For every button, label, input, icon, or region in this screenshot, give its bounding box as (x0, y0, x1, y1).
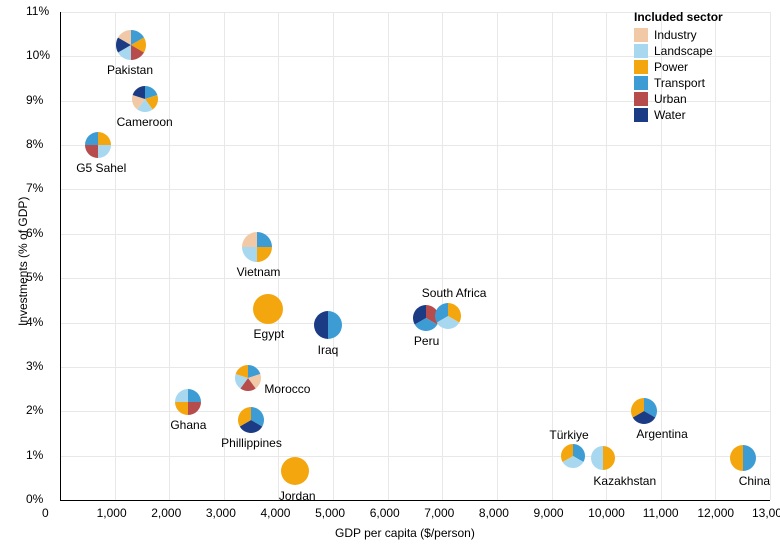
y-axis-title: Investments (% of GDP) (16, 197, 30, 326)
gridline-y (60, 456, 770, 457)
point-label: Vietnam (237, 265, 281, 279)
point-label: G5 Sahel (76, 161, 126, 175)
data-point-jordan (281, 457, 309, 485)
gridline-x (770, 12, 771, 500)
data-point-kazakhstan (591, 446, 615, 470)
data-point-south-africa (435, 303, 461, 329)
legend-label: Transport (654, 76, 705, 90)
y-tick-label: 2% (26, 403, 43, 417)
legend-item: Power (634, 60, 723, 74)
legend-item: Transport (634, 76, 723, 90)
x-tick-label: 13,000 (752, 506, 780, 520)
data-point-argentina (631, 398, 657, 424)
y-tick-label: 5% (26, 270, 43, 284)
legend-item: Industry (634, 28, 723, 42)
x-axis (60, 500, 770, 501)
gridline-x (442, 12, 443, 500)
y-tick-label: 10% (26, 48, 50, 62)
gridline-x (115, 12, 116, 500)
point-label: Peru (414, 334, 439, 348)
legend-label: Landscape (654, 44, 713, 58)
y-tick-label: 1% (26, 448, 43, 462)
x-tick-label: 6,000 (370, 506, 400, 520)
y-tick-label: 8% (26, 137, 43, 151)
gridline-y (60, 367, 770, 368)
data-point-türkiye (561, 444, 585, 468)
data-point-morocco (235, 365, 261, 391)
gridline-y (60, 411, 770, 412)
gridline-y (60, 278, 770, 279)
data-point-pakistan (116, 30, 146, 60)
legend-swatch (634, 44, 648, 58)
point-label: South Africa (422, 286, 487, 300)
y-tick-label: 11% (26, 4, 49, 18)
x-tick-label: 1,000 (97, 506, 127, 520)
x-tick-label: 0 (42, 506, 49, 520)
gridline-x (278, 12, 279, 500)
x-tick-label: 11,000 (643, 506, 679, 520)
legend-swatch (634, 28, 648, 42)
point-label: Argentina (636, 427, 687, 441)
y-tick-label: 0% (26, 492, 43, 506)
point-label: Phillippines (221, 436, 282, 450)
investments-vs-gdp-chart: Pakistan Cameroon G5 Sahel Vietnam Egypt Iraq… (0, 0, 780, 547)
gridline-x (224, 12, 225, 500)
x-tick-label: 4,000 (260, 506, 290, 520)
point-label: China (739, 474, 770, 488)
gridline-y (60, 234, 770, 235)
data-point-cameroon (132, 86, 158, 112)
point-label: Iraq (318, 343, 339, 357)
x-tick-label: 7,000 (424, 506, 454, 520)
data-point-egypt (253, 294, 283, 324)
point-label: Cameroon (117, 115, 173, 129)
gridline-x (606, 12, 607, 500)
legend-swatch (634, 76, 648, 90)
gridline-y (60, 189, 770, 190)
legend-label: Urban (654, 92, 687, 106)
x-tick-label: 5,000 (315, 506, 345, 520)
legend: Included sector Industry Landscape Power Tr… (634, 10, 723, 124)
point-label: Kazakhstan (593, 474, 656, 488)
legend-swatch (634, 108, 648, 122)
legend-item: Water (634, 108, 723, 122)
y-tick-label: 7% (26, 181, 43, 195)
point-label: Pakistan (107, 63, 153, 77)
gridline-x (497, 12, 498, 500)
data-point-phillippines (238, 407, 264, 433)
x-tick-label: 3,000 (206, 506, 236, 520)
legend-item: Landscape (634, 44, 723, 58)
gridline-x (333, 12, 334, 500)
y-tick-label: 4% (26, 315, 43, 329)
data-point-iraq (314, 311, 342, 339)
point-label: Egypt (254, 327, 285, 341)
legend-swatch (634, 60, 648, 74)
x-axis-title: GDP per capita ($/person) (335, 526, 475, 540)
data-point-ghana (175, 389, 201, 415)
data-point-china (730, 445, 756, 471)
point-label: Morocco (264, 382, 310, 396)
x-tick-label: 2,000 (151, 506, 181, 520)
legend-title: Included sector (634, 10, 723, 24)
data-point-vietnam (242, 232, 272, 262)
point-label: Türkiye (549, 428, 588, 442)
point-label: Jordan (279, 489, 316, 503)
y-tick-label: 3% (26, 359, 43, 373)
legend-item: Urban (634, 92, 723, 106)
x-tick-label: 8,000 (479, 506, 509, 520)
data-point-g5-sahel (85, 132, 111, 158)
legend-swatch (634, 92, 648, 106)
gridline-x (388, 12, 389, 500)
legend-label: Power (654, 60, 688, 74)
legend-label: Industry (654, 28, 697, 42)
y-axis (60, 12, 61, 500)
point-label: Ghana (170, 418, 206, 432)
y-tick-label: 9% (26, 93, 43, 107)
x-tick-label: 12,000 (697, 506, 734, 520)
x-tick-label: 9,000 (534, 506, 564, 520)
gridline-y (60, 145, 770, 146)
y-tick-label: 6% (26, 226, 43, 240)
x-tick-label: 10,000 (588, 506, 625, 520)
legend-label: Water (654, 108, 686, 122)
